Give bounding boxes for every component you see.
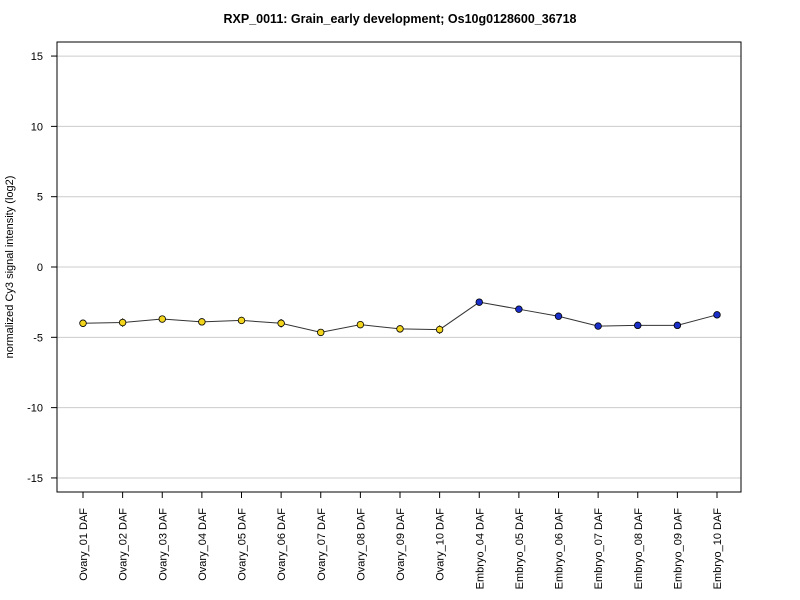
- x-tick-label: Embryo_06 DAF: [554, 508, 566, 590]
- y-tick-label: -5: [33, 332, 43, 344]
- data-point: [554, 312, 563, 320]
- data-point: [435, 325, 444, 334]
- data-point: [475, 298, 483, 306]
- x-tick-label: Ovary_01 DAF: [78, 508, 90, 581]
- data-point: [79, 319, 87, 327]
- y-axis-label: normalized Cy3 signal intensity (log2): [4, 176, 16, 359]
- x-tick-label: Ovary_06 DAF: [276, 508, 288, 581]
- data-point: [237, 316, 246, 325]
- data-point: [158, 315, 166, 323]
- data-point: [118, 318, 127, 327]
- x-tick-label: Ovary_02 DAF: [118, 508, 130, 581]
- x-tick-label: Embryo_10 DAF: [712, 508, 724, 590]
- data-point: [713, 311, 721, 319]
- gridlines: [57, 55, 741, 479]
- x-tick-label: Embryo_04 DAF: [474, 508, 486, 590]
- x-tick-label: Embryo_09 DAF: [672, 508, 684, 590]
- x-tick-label: Ovary_09 DAF: [395, 508, 407, 581]
- y-tick-label: -10: [27, 403, 43, 415]
- x-tick-label: Embryo_08 DAF: [633, 508, 645, 590]
- y-tick-label: -15: [27, 473, 43, 485]
- data-point: [198, 318, 206, 326]
- y-tick-label: 5: [37, 192, 43, 204]
- x-axis: Ovary_01 DAF Ovary_02 DAF Ovary_03 DAF Ovar…: [78, 492, 724, 589]
- chart-title: RXP_0011: Grain_early development; Os10g…: [223, 12, 577, 26]
- data-point: [277, 319, 285, 327]
- data-point: [317, 328, 325, 337]
- y-axis: -15 -10 -5 0 5 10 15: [27, 51, 57, 485]
- x-tick-label: Ovary_07 DAF: [316, 508, 328, 581]
- x-tick-label: Embryo_05 DAF: [514, 508, 526, 590]
- x-tick-label: Ovary_10 DAF: [435, 508, 447, 581]
- data-point: [396, 325, 404, 333]
- x-tick-label: Ovary_08 DAF: [355, 508, 367, 581]
- data-point: [356, 320, 365, 329]
- data-point: [515, 305, 523, 313]
- data-point: [594, 322, 602, 330]
- x-tick-label: Ovary_05 DAF: [237, 508, 249, 581]
- y-tick-label: 0: [37, 262, 43, 274]
- data-point: [634, 321, 642, 330]
- series-line: [79, 298, 721, 337]
- x-tick-label: Ovary_04 DAF: [197, 508, 209, 581]
- y-tick-label: 10: [31, 121, 43, 133]
- y-tick-label: 15: [31, 51, 43, 63]
- x-tick-label: Ovary_03 DAF: [157, 508, 169, 581]
- data-point: [673, 321, 682, 330]
- x-tick-label: Embryo_07 DAF: [593, 508, 605, 590]
